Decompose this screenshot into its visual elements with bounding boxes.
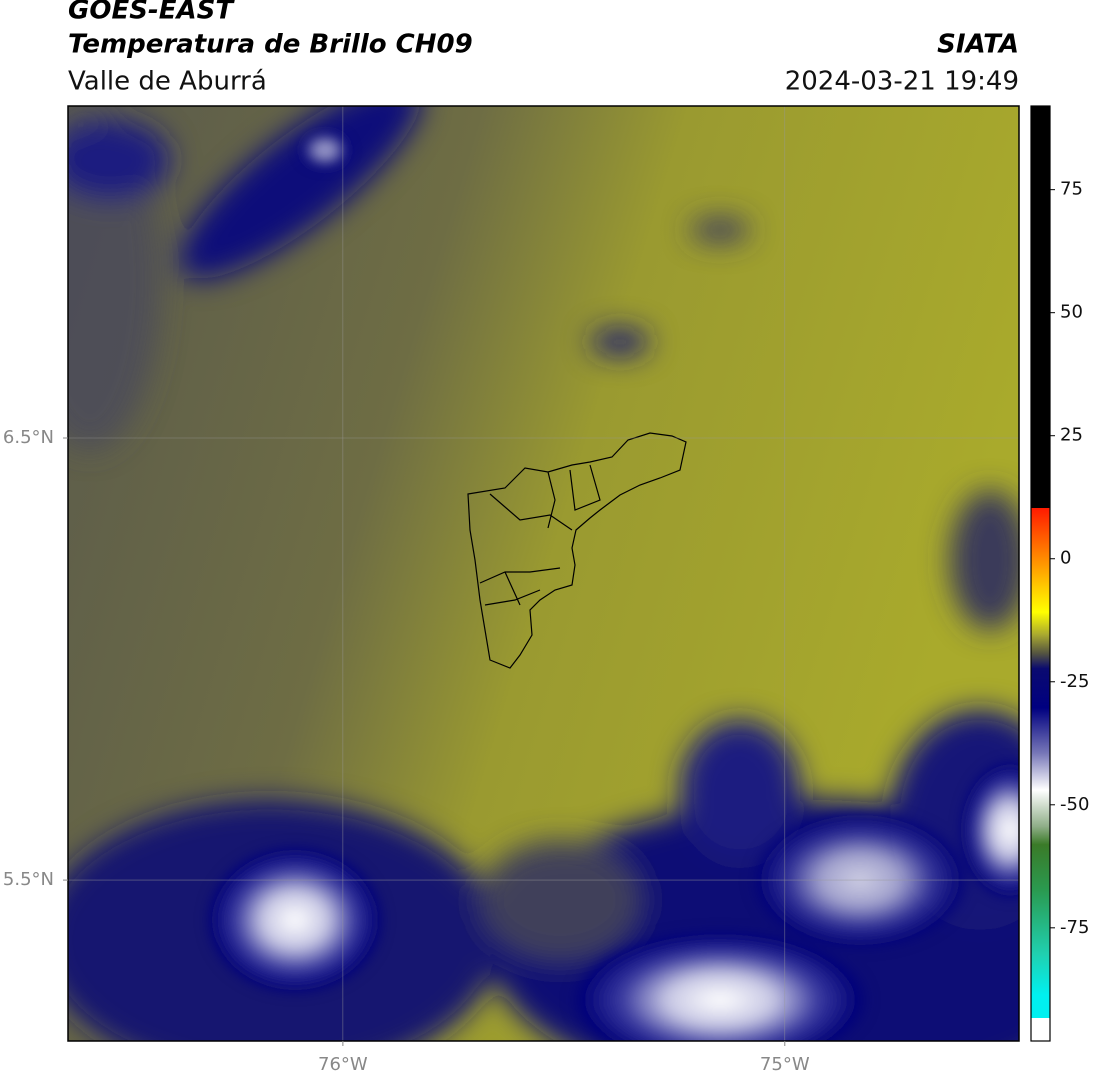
colorbar-frame (1030, 105, 1051, 1042)
colorbar-tick-label: -75 (1060, 917, 1089, 938)
colorbar-tick-label: 25 (1060, 425, 1083, 446)
colorbar-tick-label: 75 (1060, 179, 1083, 200)
y-tick-label: 5.5°N (3, 869, 54, 890)
map-frame (67, 105, 1020, 1042)
region: Valle de Aburrá (68, 67, 267, 97)
grid (68, 106, 1019, 1041)
colorbar-tick-label: 0 (1060, 548, 1071, 569)
datetime: 2024-03-21 19:49 (785, 67, 1019, 97)
x-tick-label: 76°W (318, 1054, 368, 1075)
source: SIATA (937, 30, 1019, 60)
subtitle: Temperatura de Brillo CH09 (68, 30, 473, 60)
basin-outline (467, 432, 687, 669)
y-tick-label: 6.5°N (3, 427, 54, 448)
satellite-image (68, 106, 1019, 1041)
title: GOES-EAST (68, 0, 235, 26)
x-tick-label: 75°W (760, 1054, 810, 1075)
colorbar-under (1031, 1018, 1050, 1041)
colorbar-tick-label: -25 (1060, 671, 1089, 692)
colorbar (1031, 106, 1050, 1018)
colorbar-tick-label: -50 (1060, 794, 1089, 815)
colorbar-tick-label: 50 (1060, 302, 1083, 323)
